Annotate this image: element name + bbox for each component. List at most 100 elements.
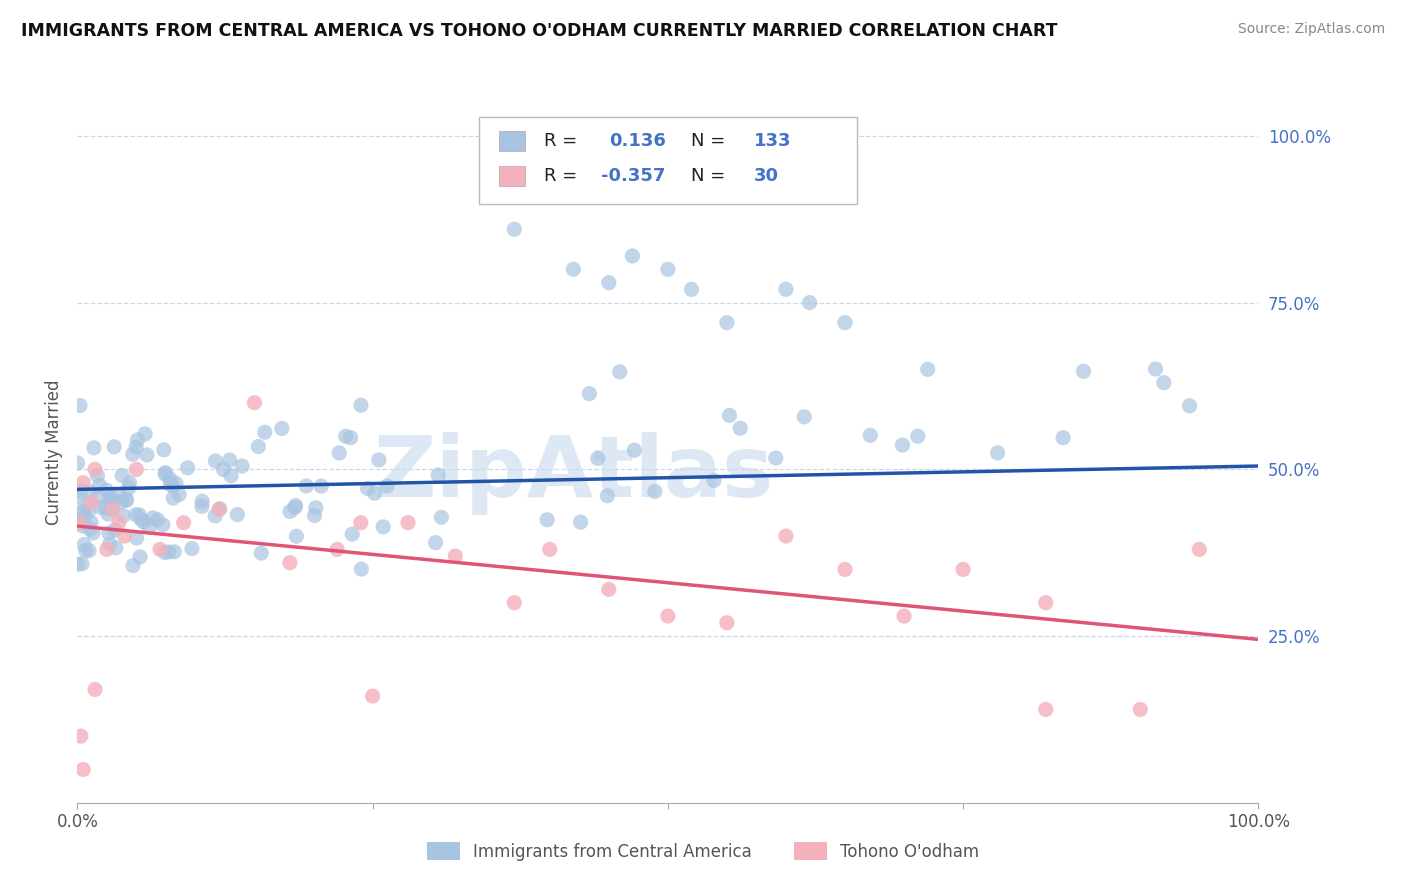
Point [598,582,620,597]
Point [155,467,177,482]
Point [103,440,125,454]
Point [104,541,127,555]
Point [134,426,156,441]
Point [69,516,91,530]
Point [97,526,120,541]
Point [536,513,558,527]
Point [1178,399,1201,413]
Point [75,543,97,558]
Point [73,538,96,552]
Point [284,499,307,513]
Legend: Immigrants from Central America, Tohono O'odham: Immigrants from Central America, Tohono … [420,836,986,868]
Point [162,491,184,505]
Point [204,454,226,468]
Text: R =: R = [544,132,576,150]
Point [250,546,273,560]
Point [204,508,226,523]
Point [1073,364,1095,378]
Point [96,542,118,557]
Point [644,484,666,499]
Point [775,282,797,296]
Point [657,262,679,277]
Y-axis label: Currently Married: Currently Married [45,380,63,525]
Point [681,282,703,296]
Point [101,502,124,516]
Text: N =: N = [692,167,725,186]
Point [226,508,249,522]
Text: -0.357: -0.357 [600,167,665,186]
Point [97,507,120,521]
Point [80,516,103,530]
Point [952,562,974,576]
Point [191,500,214,514]
Text: IMMIGRANTS FROM CENTRAL AMERICA VS TOHONO O'ODHAM CURRENTLY MARRIED CORRELATION : IMMIGRANTS FROM CENTRAL AMERICA VS TOHON… [21,22,1057,40]
Point [598,276,620,290]
Point [110,494,132,508]
Point [112,508,135,523]
Point [82,525,104,540]
Point [69,399,91,413]
Point [284,500,307,515]
Point [72,519,94,533]
Point [716,615,738,630]
Point [115,493,138,508]
Point [79,522,101,536]
Point [131,513,153,527]
Point [96,483,118,497]
Point [1188,542,1211,557]
Point [326,542,349,557]
Point [350,516,373,530]
Point [1129,702,1152,716]
Point [278,504,301,518]
Point [775,529,797,543]
Point [72,763,94,777]
Point [111,468,134,483]
Point [1052,431,1074,445]
Point [219,468,242,483]
Point [100,490,122,504]
Point [503,596,526,610]
Point [430,510,453,524]
Point [1035,596,1057,610]
Point [562,262,585,277]
Point [799,295,821,310]
Point [67,515,90,529]
Point [135,448,157,462]
Point [121,447,143,461]
Point [72,475,94,490]
Point [77,496,100,510]
Point [125,508,148,522]
Point [893,609,915,624]
Point [125,462,148,476]
Point [165,476,187,491]
Point [180,541,202,556]
Point [89,478,111,492]
Point [212,462,235,476]
Point [253,425,276,440]
Point [191,494,214,508]
Point [86,468,108,483]
Point [66,490,89,504]
Point [987,446,1010,460]
Point [73,510,96,524]
Point [142,511,165,525]
Point [87,490,110,504]
Point [295,479,318,493]
Point [114,529,136,543]
Point [66,558,89,572]
Point [907,429,929,443]
Point [129,549,152,564]
Point [425,535,447,549]
Point [623,443,645,458]
Point [159,472,181,486]
Point [609,365,631,379]
Point [396,516,419,530]
Point [305,500,328,515]
Point [138,520,160,534]
Point [703,474,725,488]
Point [125,440,148,454]
Point [107,516,129,530]
Point [596,489,619,503]
Point [108,488,131,502]
Point [125,531,148,545]
